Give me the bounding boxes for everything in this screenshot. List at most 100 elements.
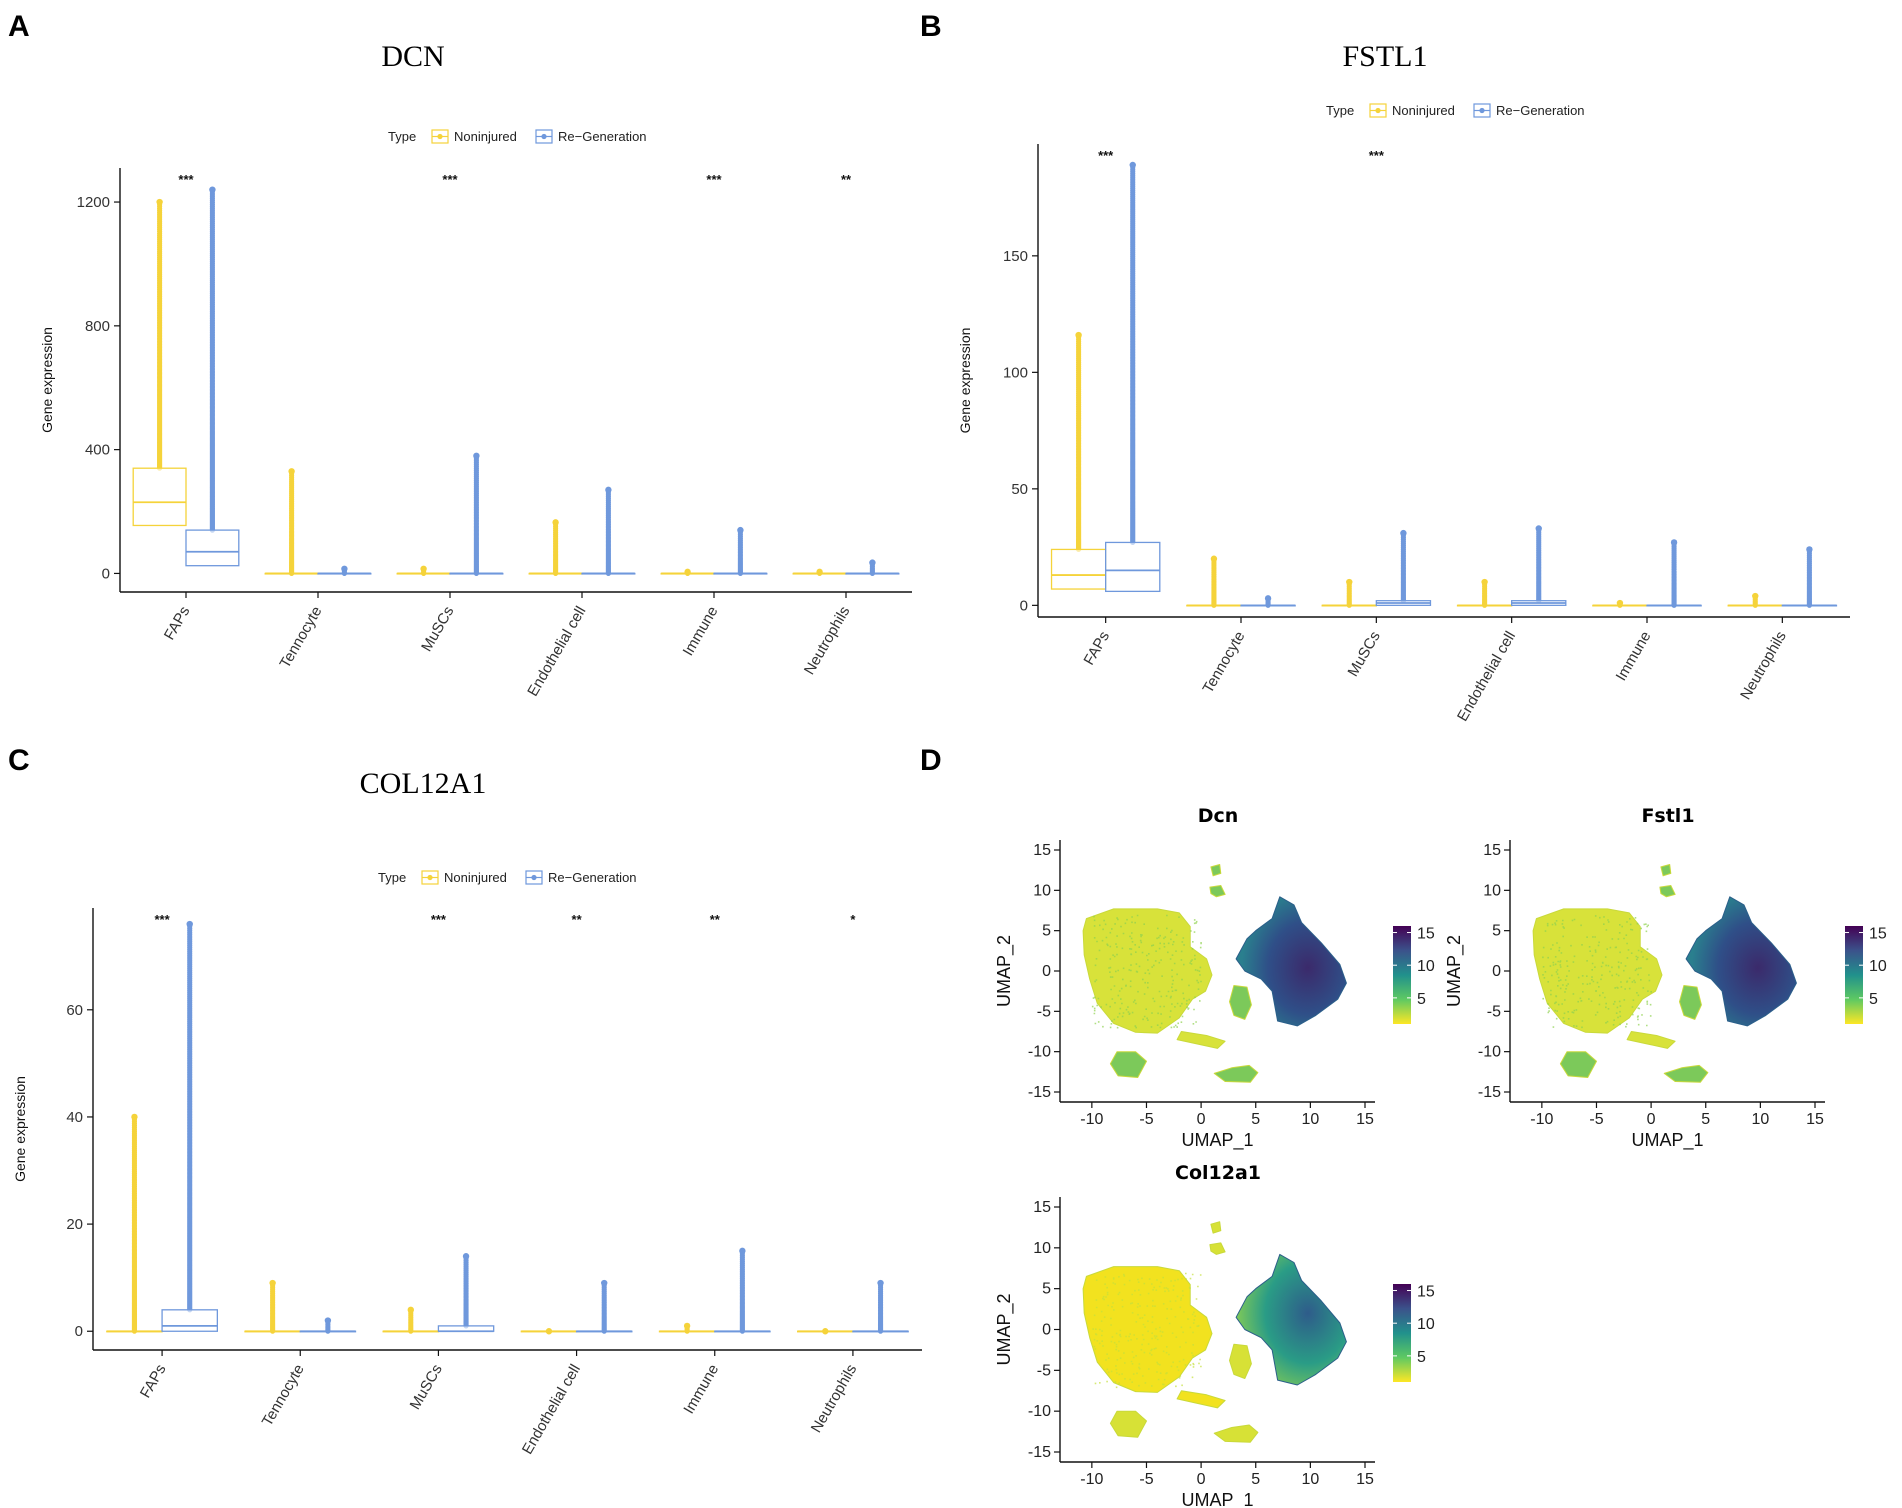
panel-letter-c: C	[8, 744, 30, 777]
y-tick-label: -15	[1028, 1444, 1051, 1461]
max-point	[737, 526, 744, 534]
max-point	[869, 559, 876, 566]
colorbar-tick-label: 15	[1417, 926, 1435, 943]
box-regeneration	[161, 920, 218, 1332]
outlier-points	[1075, 332, 1082, 553]
x-tick-label: FAPs	[1080, 629, 1113, 669]
box-noninjured	[658, 1322, 716, 1334]
max-point	[156, 198, 163, 206]
panel-letter-d: D	[920, 744, 942, 777]
cluster-mid-band	[1176, 1390, 1226, 1409]
max-point	[269, 1279, 276, 1287]
x-tick-label: Tennocyte	[277, 604, 326, 672]
y-tick-label: 0	[1020, 597, 1028, 614]
box-regeneration	[1646, 539, 1702, 608]
y-tick-label: -15	[1478, 1084, 1501, 1101]
max-point	[1210, 555, 1218, 562]
x-tick-label: Endothelial cell	[1454, 629, 1519, 725]
boxplot-dcn: Type Noninjured Re−Generation 0 400 800 1200 Ge…	[39, 129, 912, 699]
significance-label: ***	[706, 172, 722, 187]
colorbar-tick-label: 5	[1869, 991, 1878, 1008]
max-point	[324, 1317, 332, 1324]
cluster-top-mid	[1209, 885, 1226, 898]
y-axis-title: Gene expression	[39, 327, 55, 433]
x-tick-label: -10	[1080, 1471, 1103, 1488]
outlier-points	[1806, 546, 1812, 608]
y-tick-label: -10	[1028, 1044, 1051, 1061]
outlier-points	[157, 199, 163, 471]
y-axis-title: UMAP_2	[994, 1293, 1015, 1365]
box-regeneration	[1781, 546, 1838, 608]
x-axis-title: UMAP_1	[1631, 1130, 1703, 1151]
y-tick-label: 150	[1003, 248, 1028, 265]
outlier-points	[737, 527, 743, 576]
boxplot-col12a1: Type Noninjured Re−Generation 0 20 40 60 Gene e…	[12, 870, 922, 1457]
max-point	[462, 1253, 470, 1260]
umap-title: Dcn	[1198, 805, 1239, 827]
legend-dot	[437, 133, 443, 140]
box-regeneration	[852, 1279, 909, 1334]
colorbar-tick-label: 15	[1869, 926, 1887, 943]
cluster-bottom-mid	[1663, 1064, 1709, 1083]
cluster-bottom-left	[1559, 1051, 1597, 1078]
outlier-points	[1400, 530, 1406, 604]
legend-dot	[1479, 107, 1485, 114]
outlier-points	[605, 487, 611, 576]
max-point	[1264, 595, 1272, 602]
x-tick-label: 5	[1251, 1111, 1260, 1128]
y-tick-label: 1200	[77, 194, 110, 211]
colorbar-tick-label: 5	[1417, 991, 1426, 1008]
max-point	[473, 452, 480, 460]
y-tick-label: 0	[102, 565, 110, 582]
box	[132, 467, 187, 527]
max-point	[601, 1279, 608, 1287]
x-tick-label: Tennocyte	[259, 1362, 308, 1430]
umap-dcn: Dcn -10 -5 0 5 10 15 -15 -10 -5 0 5 10 15 UMAP_1 UMAP_2…	[994, 805, 1435, 1151]
legend-label: Noninjured	[454, 129, 517, 144]
box-noninjured	[797, 1328, 854, 1335]
max-point	[739, 1247, 746, 1255]
box-noninjured	[528, 519, 583, 576]
y-tick-label: -10	[1478, 1044, 1501, 1061]
x-tick-label: Tennocyte	[1200, 629, 1249, 697]
umap-fstl1: Fstl1 -10 -5 0 5 10 15 -15 -10 -5 0 5 10 15 UMAP_1 UMAP…	[1444, 805, 1887, 1151]
legend-title: Type	[388, 129, 416, 144]
box-regeneration	[575, 1279, 633, 1334]
colorbar-tick-label: 10	[1417, 1316, 1435, 1333]
x-tick-label: MuSCs	[1344, 629, 1383, 680]
max-point	[407, 1306, 414, 1314]
max-point	[1752, 592, 1759, 600]
x-tick-label: 10	[1751, 1111, 1769, 1128]
y-tick-label: 100	[1003, 364, 1028, 381]
y-axis-title: UMAP_2	[994, 935, 1015, 1007]
x-axis-title: UMAP_1	[1181, 1490, 1253, 1508]
outlier-points	[289, 468, 295, 576]
max-point	[131, 1113, 138, 1121]
box-regeneration	[1511, 525, 1567, 606]
cluster-left-large	[1082, 1266, 1213, 1393]
x-tick-label: 0	[1197, 1471, 1206, 1488]
box-noninjured	[1592, 599, 1648, 608]
y-tick-label: 5	[1042, 1281, 1051, 1298]
box-regeneration	[1375, 529, 1432, 606]
colorbar-tick-label: 10	[1417, 958, 1435, 975]
x-tick-label: -5	[1139, 1111, 1153, 1128]
legend: Type Noninjured Re−Generation	[378, 870, 637, 885]
cluster-bottom-left	[1109, 1051, 1147, 1078]
significance-label: **	[841, 172, 852, 187]
x-tick-label: 15	[1356, 1111, 1374, 1128]
max-point	[420, 565, 427, 572]
max-point	[605, 486, 612, 494]
cluster-right-large	[1235, 896, 1347, 1027]
y-axis-title: Gene expression	[12, 1076, 28, 1182]
max-point	[1481, 578, 1488, 586]
x-tick-label: Neutrophils	[1737, 629, 1790, 703]
max-point	[1535, 525, 1542, 532]
umap-col12a1: Col12a1 -10 -5 0 5 10 15 -15 -10 -5 0 5 10 15 UMAP_1 UM…	[994, 1162, 1435, 1508]
significance-label: ***	[442, 172, 458, 187]
x-tick-label: -10	[1080, 1111, 1103, 1128]
box-noninjured	[1321, 578, 1377, 608]
box	[161, 1309, 218, 1332]
legend-title: Type	[378, 870, 406, 885]
x-tick-label: Immune	[680, 604, 722, 659]
